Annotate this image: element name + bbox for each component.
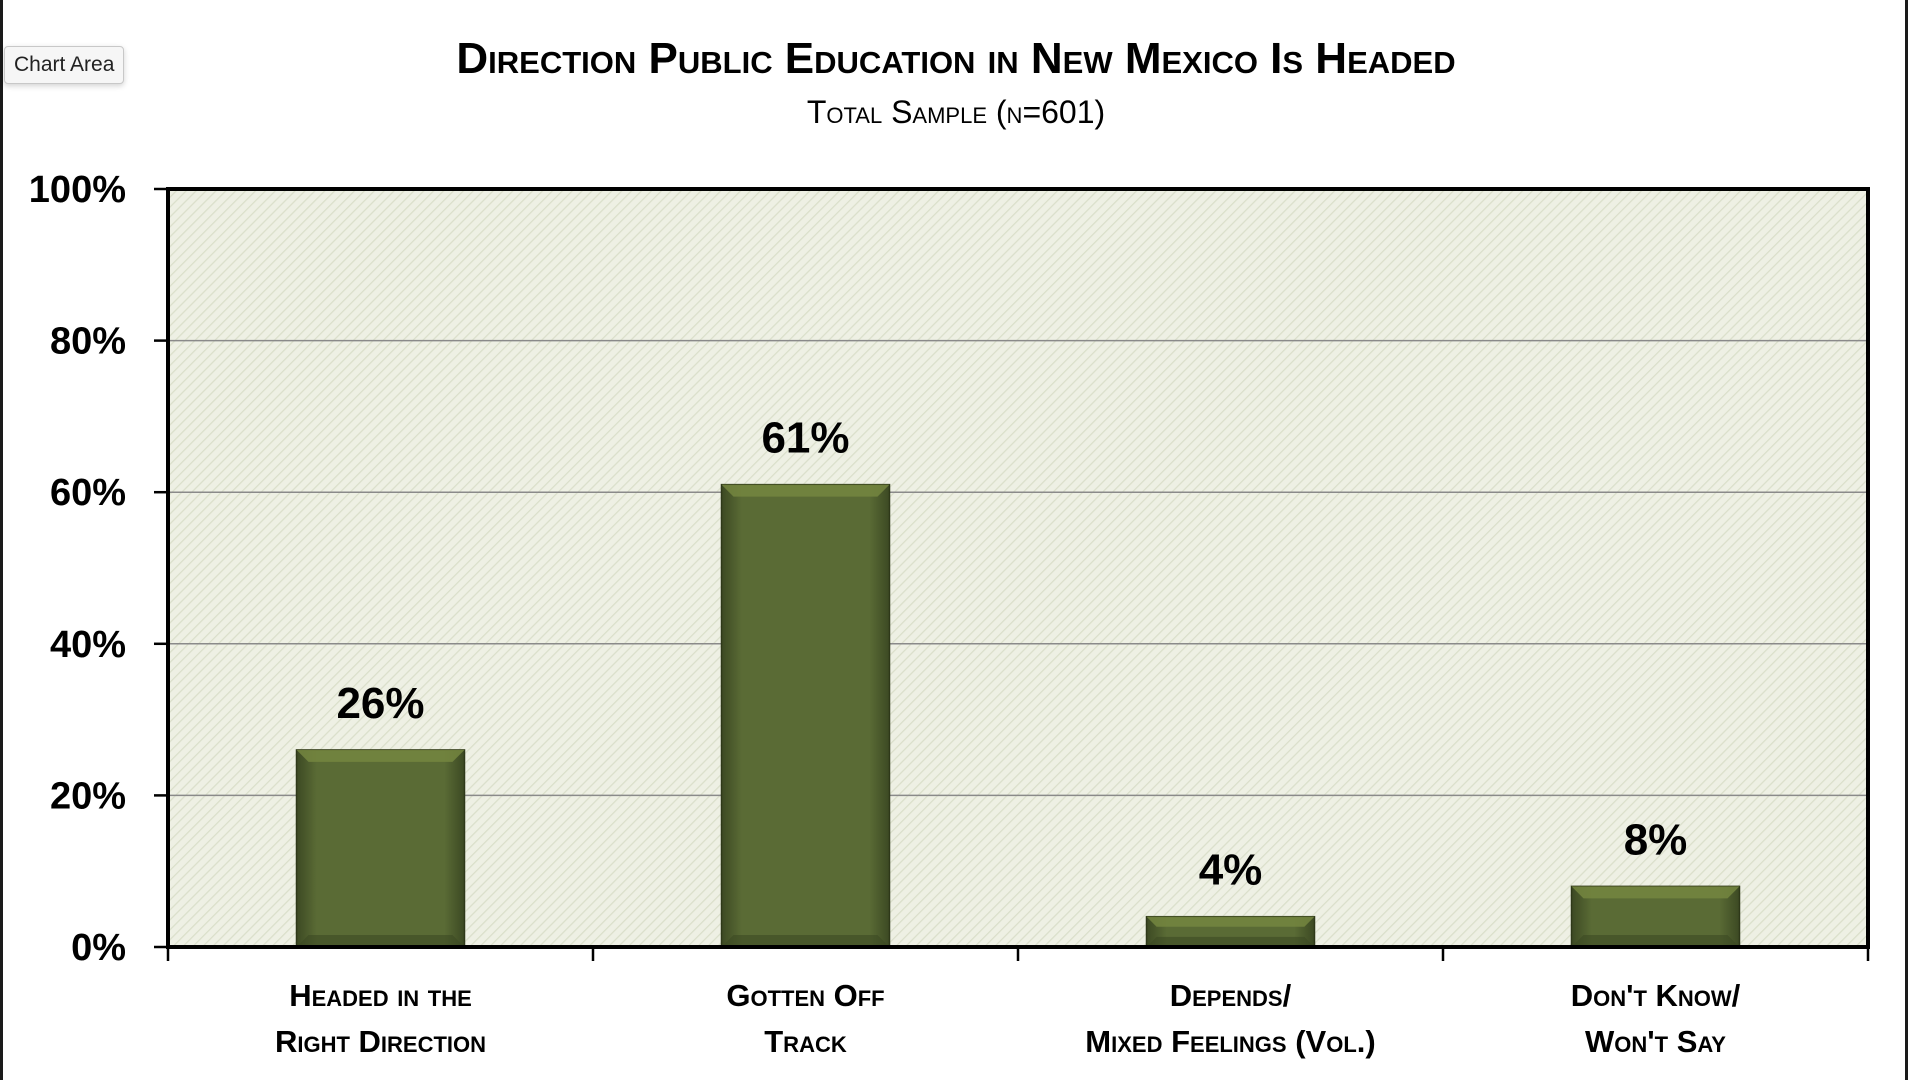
y-tick-label: 100% [29, 169, 126, 211]
x-axis [166, 947, 1870, 961]
x-category-label-line: Mixed Feelings (Vol.) [1085, 1024, 1376, 1059]
y-tick-label: 80% [50, 321, 126, 363]
bar [1145, 915, 1316, 948]
plot-border [166, 187, 1870, 949]
x-category-label-line: Won't Say [1585, 1024, 1726, 1059]
chart-title: Direction Public Education in New Mexico… [456, 34, 1456, 83]
data-label: 26% [336, 679, 424, 728]
y-axis: 0% 20% 40% 60% 80% 100% [29, 169, 168, 969]
bar [720, 483, 891, 948]
x-category-label: Don't Know/Won't Say [1466, 973, 1846, 1065]
x-category-label-line: Don't Know/ [1570, 978, 1741, 1013]
x-category-label-line: Track [764, 1024, 847, 1059]
chart-subtitle: Total Sample (n=601) [806, 94, 1106, 130]
data-labels: 26% 61% 4% 8% [336, 414, 1687, 895]
y-tick-label: 40% [50, 624, 126, 666]
chart-area-tooltip: Chart Area [4, 46, 125, 84]
y-tick-label: 0% [71, 927, 126, 969]
data-label: 4% [1199, 846, 1263, 895]
x-category-label: Gotten Off Track [616, 973, 996, 1065]
y-tick-label: 60% [50, 472, 126, 514]
bar [295, 749, 466, 948]
data-label: 8% [1624, 815, 1688, 864]
x-category-label-line: Depends/ [1169, 978, 1292, 1013]
y-tick-label: 20% [50, 775, 126, 817]
x-category-label: Depends/Mixed Feelings (Vol.) [1041, 973, 1421, 1065]
bars [295, 483, 1741, 948]
data-label: 61% [761, 414, 849, 463]
x-category-label: Headed in the Right Direction [191, 973, 571, 1065]
x-category-label-line: Right Direction [274, 1024, 487, 1059]
bar [1570, 885, 1741, 948]
x-category-label-line: Gotten Off [726, 978, 885, 1013]
x-category-label-line: Headed in the [289, 978, 472, 1013]
